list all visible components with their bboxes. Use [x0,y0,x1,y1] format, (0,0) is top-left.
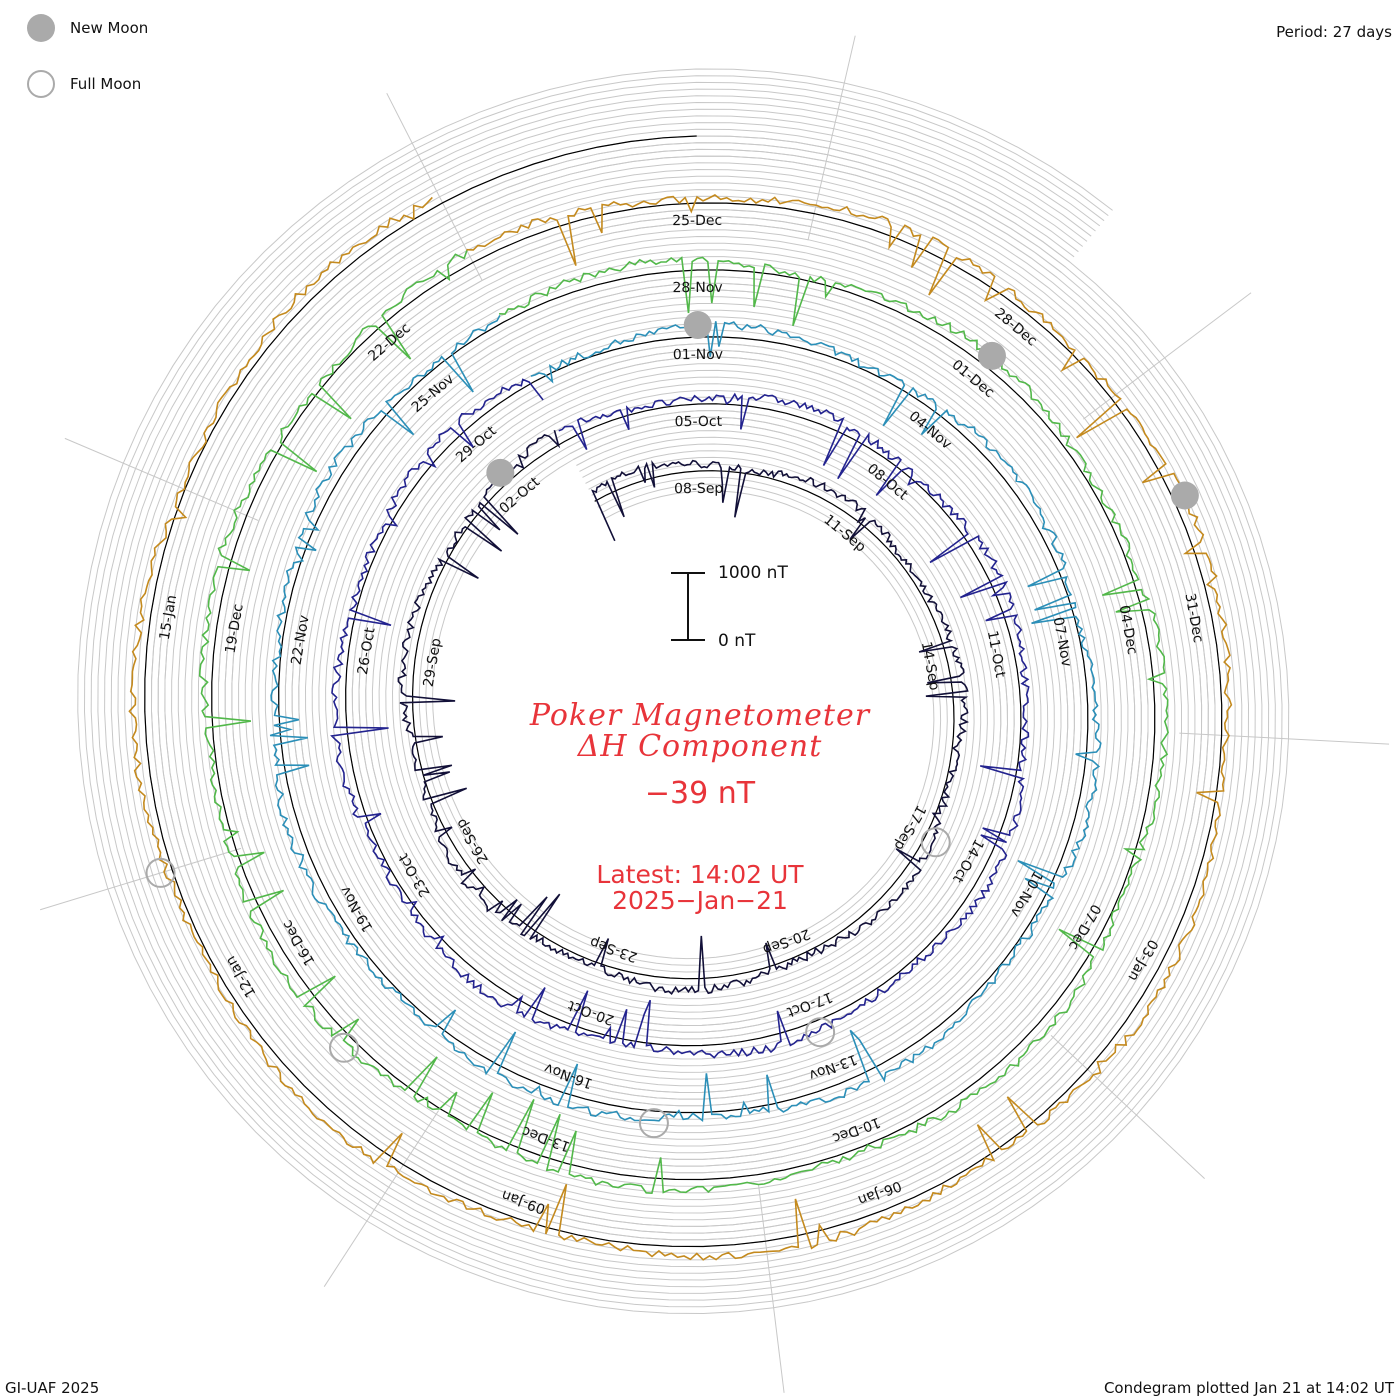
date-label: 23-Sep [588,933,640,965]
baseline-spiral [144,135,1223,1248]
grid-spiral [130,122,1236,1261]
full-moon-marker [805,1017,836,1048]
spiral-grid [77,68,1290,1315]
full-moon-marker [145,857,176,888]
scale-bottom-label: 0 nT [718,631,756,651]
full-moon-marker [638,1108,669,1139]
grid-spiral [110,101,1256,1281]
magnetometer-traces [128,194,1233,1261]
radial-spoke [807,35,856,241]
radial-spoke [40,847,242,911]
radial-spoke [323,1110,439,1287]
latest-time: Latest: 14:02 UT [596,860,804,889]
trace-0 [397,429,970,996]
radial-spoke [1179,732,1390,745]
new-moon-icon [27,14,55,42]
latest-date: 2025−Jan−21 [612,886,788,915]
date-label: 05-Oct [675,414,723,430]
new-moon-marker [683,311,712,340]
date-label: 25-Dec [672,213,722,229]
grid-spiral [104,95,1263,1288]
grid-spiral [97,88,1270,1294]
full-moon-label: Full Moon [70,75,142,93]
grid-spiral [150,142,1216,1241]
date-label: 28-Nov [672,280,722,296]
date-label: 15-Jan [157,594,180,641]
current-value: −39 nT [644,776,756,811]
full-moon-marker [328,1032,359,1063]
full-moon-marker [920,827,951,858]
new-moon-marker [1170,481,1199,510]
scale-bar [671,572,705,641]
grid-spiral [83,75,1283,1308]
full-moon-icon [27,70,55,98]
trace-1 [330,378,1030,1059]
footer-credit: GI-UAF 2025 [5,1379,100,1397]
radial-spoke [758,1184,785,1393]
trace-4 [128,194,1233,1261]
moon-markers [145,311,1199,1139]
new-moon-marker [977,341,1006,370]
date-label: 17-Oct [784,988,835,1020]
grid-spiral [157,148,1209,1234]
chart-subtitle: ΔH Component [577,729,823,764]
legend-full-moon: Full Moon [27,70,141,98]
date-label: 26-Oct [355,626,379,676]
date-label: 08-Sep [674,481,723,497]
new-moon-marker [486,458,515,487]
date-label: 11-Sep [820,512,868,556]
grid-spiral [90,81,1276,1301]
plot-timestamp: Condegram plotted Jan 21 at 14:02 UT [1103,1379,1394,1397]
scale-top-label: 1000 nT [718,563,788,583]
grid-spiral [124,115,1243,1268]
trace-3 [198,250,1169,1195]
date-label: 13-Dec [520,1123,572,1155]
new-moon-label: New Moon [70,19,149,37]
radial-spoke [386,92,483,281]
ring-baselines [144,135,1223,1248]
radial-spoke [64,437,259,521]
legend-new-moon: New Moon [27,14,148,42]
trace-2 [269,315,1102,1123]
radial-spoke [1050,1034,1205,1179]
date-label: 01-Nov [673,347,723,363]
grid-spiral [137,128,1229,1254]
period-label: Period: 27 days [1276,23,1392,41]
chart-title: Poker Magnetometer [529,698,871,733]
radial-spoke [1083,292,1252,420]
